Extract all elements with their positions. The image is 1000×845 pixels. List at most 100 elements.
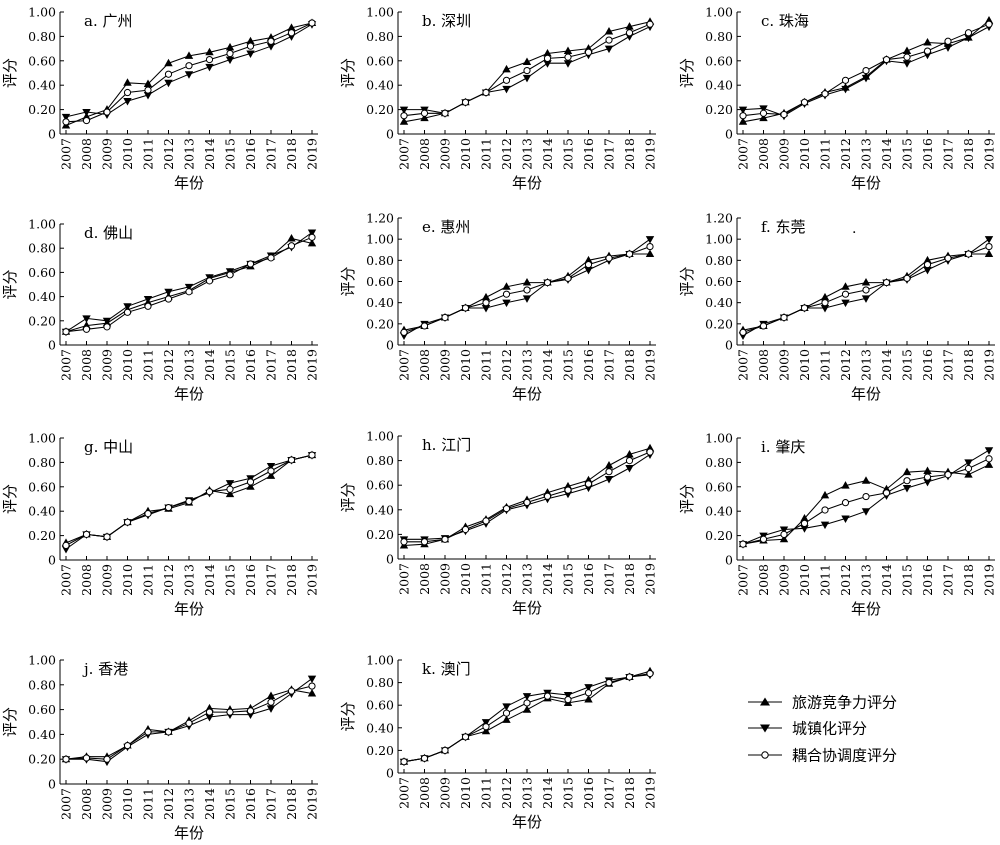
circle-point: [605, 36, 613, 44]
x-tick-label: 2018: [622, 349, 637, 381]
y-tick-label: 0.40: [705, 504, 733, 519]
circle-point: [523, 66, 531, 75]
x-tick-label: 2010: [120, 564, 135, 596]
chart-panel-k: 0 0.20 0.40 0.60 0.80 1.00 2007 2008 2009 2010 201…: [339, 653, 658, 832]
circle-point: [523, 286, 531, 294]
y-tick-label: 0.80: [366, 453, 394, 468]
x-tick-label: 2010: [458, 563, 473, 595]
x-tick-label: 2009: [438, 563, 453, 595]
x-axis-label: 年份: [851, 385, 881, 403]
series-3: [62, 451, 316, 549]
circle-point: [944, 254, 952, 262]
circle-point: [400, 758, 408, 766]
y-axis-label: 评分: [1, 269, 19, 299]
x-tick-label: 2007: [397, 138, 412, 170]
circle-point: [267, 37, 275, 45]
triangle-up-point: [399, 117, 409, 125]
circle-point: [420, 322, 429, 330]
chart-panel-h: 0 0.20 0.40 0.60 0.80 1.00 2007 2008 2009 2010 201…: [339, 429, 658, 618]
circle-point: [739, 112, 747, 120]
circle-point: [862, 492, 870, 501]
circle-point: [862, 286, 870, 294]
x-tick-label: 2007: [59, 564, 74, 596]
y-tick-label: 0.80: [366, 253, 394, 268]
x-tick-label: 2014: [879, 138, 894, 170]
triangle-up-point: [123, 78, 132, 86]
circle-point: [308, 233, 316, 241]
y-axis-label: 评分: [339, 266, 357, 296]
x-tick-label: 2015: [900, 564, 915, 596]
y-tick-label: 1.00: [28, 217, 56, 232]
x-tick-label: 2011: [818, 564, 833, 596]
x-axis-label: 年份: [174, 174, 204, 192]
x-tick-label: 2008: [79, 564, 94, 596]
x-tick-label: 2010: [797, 564, 812, 596]
x-tick-label: 2014: [202, 349, 217, 381]
y-tick-label: 0.80: [28, 677, 56, 692]
y-tick-label: 0.20: [28, 528, 56, 543]
triangle-down-marker-icon: [760, 724, 770, 733]
x-tick-label: 2018: [284, 788, 299, 820]
panel-title: h. 江门: [422, 436, 471, 454]
y-tick-label: 0.20: [366, 527, 394, 542]
triangle-up-point: [625, 449, 634, 458]
triangle-down-point: [164, 79, 173, 88]
circle-point: [739, 328, 747, 336]
x-tick-label: 2013: [182, 349, 197, 381]
circle-point: [461, 525, 470, 534]
x-tick-label: 2017: [941, 138, 956, 170]
triangle-down-point: [246, 50, 255, 58]
circle-point: [584, 480, 593, 488]
x-tick-label: 2017: [264, 349, 279, 381]
circle-point: [882, 278, 891, 287]
y-tick-label: 0: [725, 127, 733, 142]
chart-panel-e: 0 0.20 0.40 0.60 0.80 1.00 1.20 2007 2008 2009 201…: [339, 211, 658, 404]
circle-point: [103, 108, 111, 116]
triangle-down-point: [625, 464, 634, 473]
y-tick-label: 0.80: [705, 455, 733, 470]
triangle-up-point: [584, 695, 593, 703]
x-tick-label: 2012: [838, 564, 853, 596]
circle-point: [267, 698, 275, 706]
triangle-down-point: [184, 71, 194, 79]
x-tick-label: 2018: [961, 349, 976, 381]
x-tick-label: 2015: [900, 138, 915, 170]
circle-point: [123, 741, 132, 750]
y-tick-label: 1.20: [705, 211, 733, 226]
triangle-down-point: [481, 719, 491, 727]
circle-point: [482, 299, 490, 307]
x-tick-label: 2007: [59, 138, 74, 170]
circle-point: [523, 498, 531, 507]
x-tick-label: 2014: [540, 777, 555, 809]
circle-point: [502, 290, 511, 298]
triangle-down-point: [800, 525, 809, 533]
x-tick-label: 2007: [736, 564, 751, 596]
panel-title: e. 惠州: [422, 218, 470, 236]
y-tick-label: 0: [725, 338, 733, 353]
legend-label: 旅游竞争力评分: [792, 694, 897, 712]
x-tick-label: 2010: [797, 349, 812, 381]
x-tick-label: 2018: [284, 349, 299, 381]
triangle-down-point: [266, 43, 276, 51]
x-tick-label: 2010: [458, 777, 473, 809]
y-tick-label: 1.00: [366, 5, 394, 20]
circle-point: [461, 733, 470, 741]
triangle-down-point: [225, 480, 235, 488]
circle-point: [144, 302, 152, 310]
x-tick-label: 2019: [305, 349, 320, 381]
x-tick-label: 2014: [202, 788, 217, 820]
y-tick-label: 0.80: [28, 29, 56, 44]
y-tick-label: 0.80: [28, 455, 56, 470]
y-tick-label: 0: [725, 553, 733, 568]
circle-point: [287, 242, 296, 250]
circle-point: [625, 29, 634, 37]
triangle-up-point: [861, 476, 871, 484]
circle-point: [821, 299, 829, 307]
circle-point: [985, 455, 993, 463]
x-tick-label: 2009: [100, 564, 115, 596]
series-3: [62, 19, 316, 126]
circle-point: [82, 754, 91, 762]
legend: 旅游竞争力评分 城镇化评分 耦合协调度评分: [748, 694, 897, 765]
triangle-down-point: [143, 91, 153, 100]
x-tick-label: 2009: [777, 349, 792, 381]
